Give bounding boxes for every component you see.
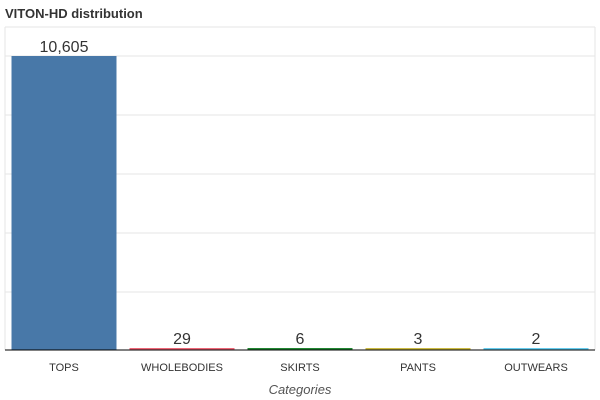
bar-skirts xyxy=(247,348,353,350)
x-tick-label-outwears: OUTWEARS xyxy=(504,362,568,374)
x-tick-label-pants: PANTS xyxy=(400,362,436,374)
data-label-outwears: 2 xyxy=(532,331,541,348)
chart-title: VITON-HD distribution xyxy=(5,6,143,21)
bars xyxy=(11,56,589,350)
data-label-pants: 3 xyxy=(414,331,423,348)
bar-wholebodies xyxy=(129,348,235,350)
data-label-skirts: 6 xyxy=(296,331,305,348)
x-tick-label-skirts: SKIRTS xyxy=(280,362,320,374)
bar-tops xyxy=(11,56,117,350)
bar-pants xyxy=(365,348,471,350)
bar-outwears xyxy=(483,348,589,350)
data-label-tops: 10,605 xyxy=(40,39,89,56)
data-labels: 10,605 29 6 3 2 xyxy=(40,39,541,348)
x-tick-label-tops: TOPS xyxy=(49,362,79,374)
x-axis-title: Categories xyxy=(269,382,332,397)
x-tick-label-wholebodies: WHOLEBODIES xyxy=(141,362,223,374)
x-tick-labels: TOPS WHOLEBODIES SKIRTS PANTS OUTWEARS xyxy=(49,362,568,374)
data-label-wholebodies: 29 xyxy=(173,331,191,348)
